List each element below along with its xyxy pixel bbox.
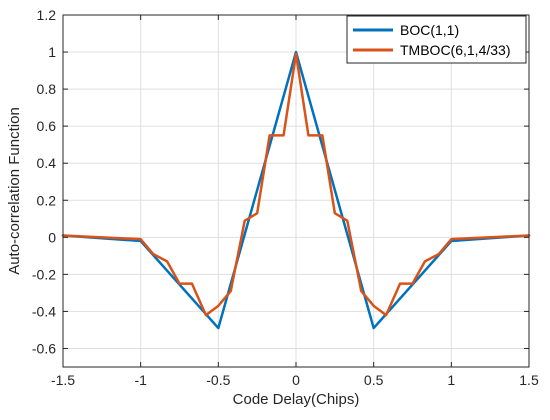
x-tick-label: -0.5	[206, 372, 230, 388]
grid	[62, 14, 530, 367]
y-tick-label: 0.8	[37, 81, 57, 97]
y-tick-label: 0.2	[37, 192, 57, 208]
x-tick-label: -1.5	[51, 372, 75, 388]
x-tick-label: 1.5	[519, 372, 539, 388]
y-tick-label: 0.6	[37, 118, 57, 134]
y-axis-label: Auto-correlation Function	[6, 107, 23, 275]
y-tick-label: 1.2	[37, 7, 57, 23]
legend-box	[346, 15, 527, 64]
y-tick-label: -0.6	[32, 340, 56, 356]
x-tick-label: 0	[292, 372, 300, 388]
x-tick-label: 1	[447, 372, 455, 388]
legend-label-tmboc: TMBOC(6,1,4/33)	[400, 42, 510, 58]
series-line-tmboc	[61, 52, 531, 317]
x-tick-label: -1	[134, 372, 147, 388]
series-layer	[61, 50, 531, 330]
legend-label-boc: BOC(1,1)	[400, 22, 459, 38]
ticks	[62, 14, 530, 367]
x-tick-label: 0.5	[364, 372, 384, 388]
y-tick-label: 0	[48, 229, 56, 245]
y-tick-label: -0.2	[32, 266, 56, 282]
y-tick-label: 0.4	[37, 155, 57, 171]
y-tick-label: 1	[48, 44, 56, 60]
y-tick-label: -0.4	[32, 303, 56, 319]
tick-labels: -1.5 -1 -0.5 0 0.5 1 1.5 -0.6 -0.4 -0.2 0 0.2 0.4 0.6…	[32, 7, 539, 388]
x-axis-label: Code Delay(Chips)	[233, 391, 360, 408]
legend: BOC(1,1) TMBOC(6,1,4/33)	[346, 15, 527, 64]
